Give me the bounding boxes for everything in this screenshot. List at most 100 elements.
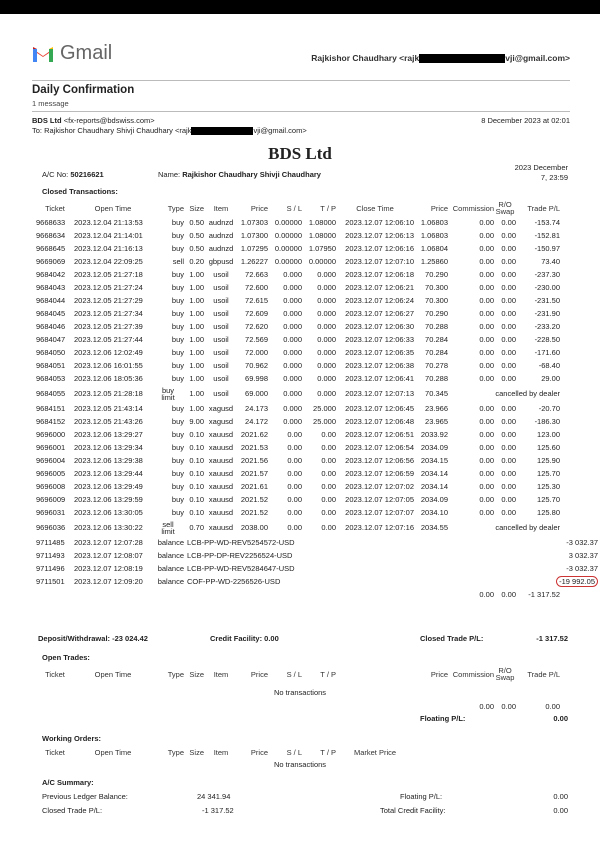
cell: usoil — [213, 322, 229, 331]
cell: 0.00 — [479, 482, 494, 491]
cell: 0.10 — [189, 508, 204, 517]
cell: 0.00 — [501, 218, 516, 227]
cell: buy — [171, 296, 184, 305]
cell: 1.00 — [189, 309, 204, 318]
cell: 9668633 — [36, 218, 66, 227]
cell: 123.00 — [537, 430, 560, 439]
cell: 0.00 — [501, 348, 516, 357]
cell: 0.00 — [321, 443, 336, 452]
cell: COF-PP-WD-2256526-USD — [187, 577, 281, 586]
cell: 1.26227 — [240, 257, 268, 266]
cell: 125.80 — [537, 508, 560, 517]
cell: 70.278 — [425, 361, 448, 370]
cell: 0.000 — [283, 270, 302, 279]
cell: 1.08000 — [308, 218, 336, 227]
cell: audnzd — [208, 231, 234, 240]
column-header: Trade P/L — [527, 669, 560, 679]
table-row: 9684152 2023.12.05 21:43:26 buy 9.00 xagusd 2… — [36, 415, 598, 428]
column-header: Item — [213, 669, 229, 679]
cell: 0.000 — [283, 389, 302, 398]
cell: xagusd — [208, 417, 234, 426]
cell: 0.000 — [317, 296, 336, 305]
cell: -230.00 — [534, 283, 560, 292]
working-orders-heading: Working Orders: — [42, 734, 102, 743]
cell: 0.00 — [501, 270, 516, 279]
ac-summary-heading: A/C Summary: — [42, 778, 94, 787]
cell: 0.00 — [479, 296, 494, 305]
cell: buy — [171, 244, 184, 253]
cell: 1.06803 — [420, 218, 448, 227]
cell: 0.000 — [283, 348, 302, 357]
cell: 9696036 — [36, 523, 66, 532]
cell: buy — [171, 495, 184, 504]
account-number: A/C No: 50216621 — [42, 170, 104, 179]
cell: 2034.14 — [420, 469, 448, 478]
cell: 9711493 — [36, 551, 65, 560]
cell: 70.290 — [425, 309, 448, 318]
cell: -233.20 — [534, 322, 560, 331]
table-row: 9696001 2023.12.06 13:29:34 buy 0.10 xauusd 2… — [36, 441, 598, 454]
cell: 9668634 — [36, 231, 66, 240]
cell: balance — [157, 564, 184, 573]
prev-ledger-label: Previous Ledger Balance: — [42, 792, 128, 801]
cell: 0.000 — [283, 335, 302, 344]
cell: 0.00 — [501, 335, 516, 344]
cell: 0.00 — [501, 257, 516, 266]
cell: buy — [171, 270, 184, 279]
cell: 9684152 — [36, 417, 66, 426]
cell: 0.00 — [479, 348, 494, 357]
cell: buy — [171, 417, 184, 426]
cell: 0.20 — [189, 257, 204, 266]
cell: 2023.12.07 12:08:19 — [74, 564, 143, 573]
cell: 0.000 — [317, 270, 336, 279]
cell: xauusd — [208, 495, 234, 504]
cell: 69.000 — [245, 389, 268, 398]
cell: 0.000 — [317, 389, 336, 398]
column-header: Price — [250, 203, 268, 213]
email-to: To: Rajkishor Chaudhary Shivji Chaudhary… — [32, 126, 307, 136]
cell: 2023.12.07 12:07:05 — [345, 495, 414, 504]
column-header: Ticket — [45, 203, 65, 213]
cell: 0.00 — [479, 508, 494, 517]
cell: 2023.12.07 12:06:18 — [345, 270, 414, 279]
prev-ledger-value: 24 341.94 — [197, 792, 231, 801]
cell: 0.50 — [189, 218, 204, 227]
table-row: 9684043 2023.12.05 21:27:24 buy 1.00 usoil 72… — [36, 281, 598, 294]
cell: balance — [157, 551, 184, 560]
cell: 0.50 — [189, 244, 204, 253]
account-email: Rajkishor Chaudhary <rajk vji@gmail.com> — [311, 53, 570, 64]
cell: 73.40 — [541, 257, 560, 266]
cell: 72.609 — [245, 309, 268, 318]
closed-pl-label: Closed Trade P/L: — [420, 634, 484, 643]
divider — [32, 111, 570, 112]
cell: xauusd — [208, 482, 234, 491]
cell: 1.06804 — [420, 244, 448, 253]
cell: 23.966 — [425, 404, 448, 413]
cell: -153.74 — [534, 218, 560, 227]
cell: 2023.12.07 12:09:20 — [74, 577, 143, 586]
cell: usoil — [213, 283, 229, 292]
floating-pl-label: Floating P/L: — [420, 714, 466, 723]
cell: 2023.12.07 12:07:07 — [345, 508, 414, 517]
cell: 0.00 — [479, 495, 494, 504]
cell: 1.00 — [189, 283, 204, 292]
cell: 0.00 — [479, 309, 494, 318]
table-row: 9668634 2023.12.04 21:14:01 buy 0.50 audnzd 1… — [36, 229, 598, 242]
cell: 2023.12.05 21:27:34 — [74, 309, 143, 318]
cell: 1.07295 — [240, 244, 268, 253]
cell: 0.00 — [321, 469, 336, 478]
cell: 1.00 — [189, 348, 204, 357]
cell: 0.00 — [501, 374, 516, 383]
cell: 0.00 — [501, 495, 516, 504]
redaction-bar — [419, 54, 506, 64]
cell: 0.00 — [479, 244, 494, 253]
cell: 70.300 — [425, 283, 448, 292]
cell: 0.00 — [321, 523, 336, 532]
closed-transactions-heading: Closed Transactions: — [42, 187, 118, 196]
cell: 0.000 — [283, 404, 302, 413]
cell: buy — [171, 283, 184, 292]
column-header: T / P — [320, 203, 336, 213]
redaction-bar — [191, 127, 254, 136]
cell: 0.00 — [501, 309, 516, 318]
cell: 2034.15 — [420, 456, 448, 465]
